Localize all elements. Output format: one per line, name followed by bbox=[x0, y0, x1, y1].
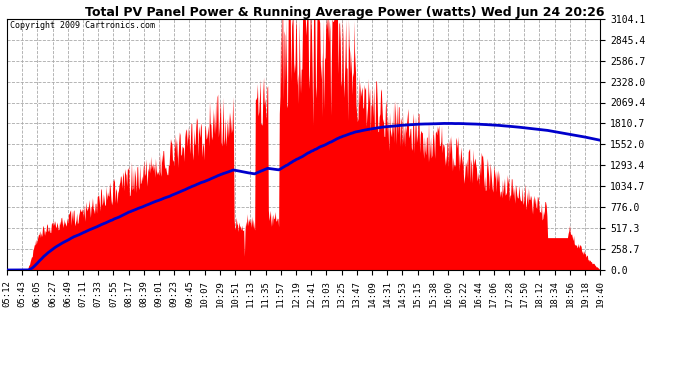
Text: Copyright 2009 Cartronics.com: Copyright 2009 Cartronics.com bbox=[10, 21, 155, 30]
Text: Total PV Panel Power & Running Average Power (watts) Wed Jun 24 20:26: Total PV Panel Power & Running Average P… bbox=[86, 6, 604, 19]
